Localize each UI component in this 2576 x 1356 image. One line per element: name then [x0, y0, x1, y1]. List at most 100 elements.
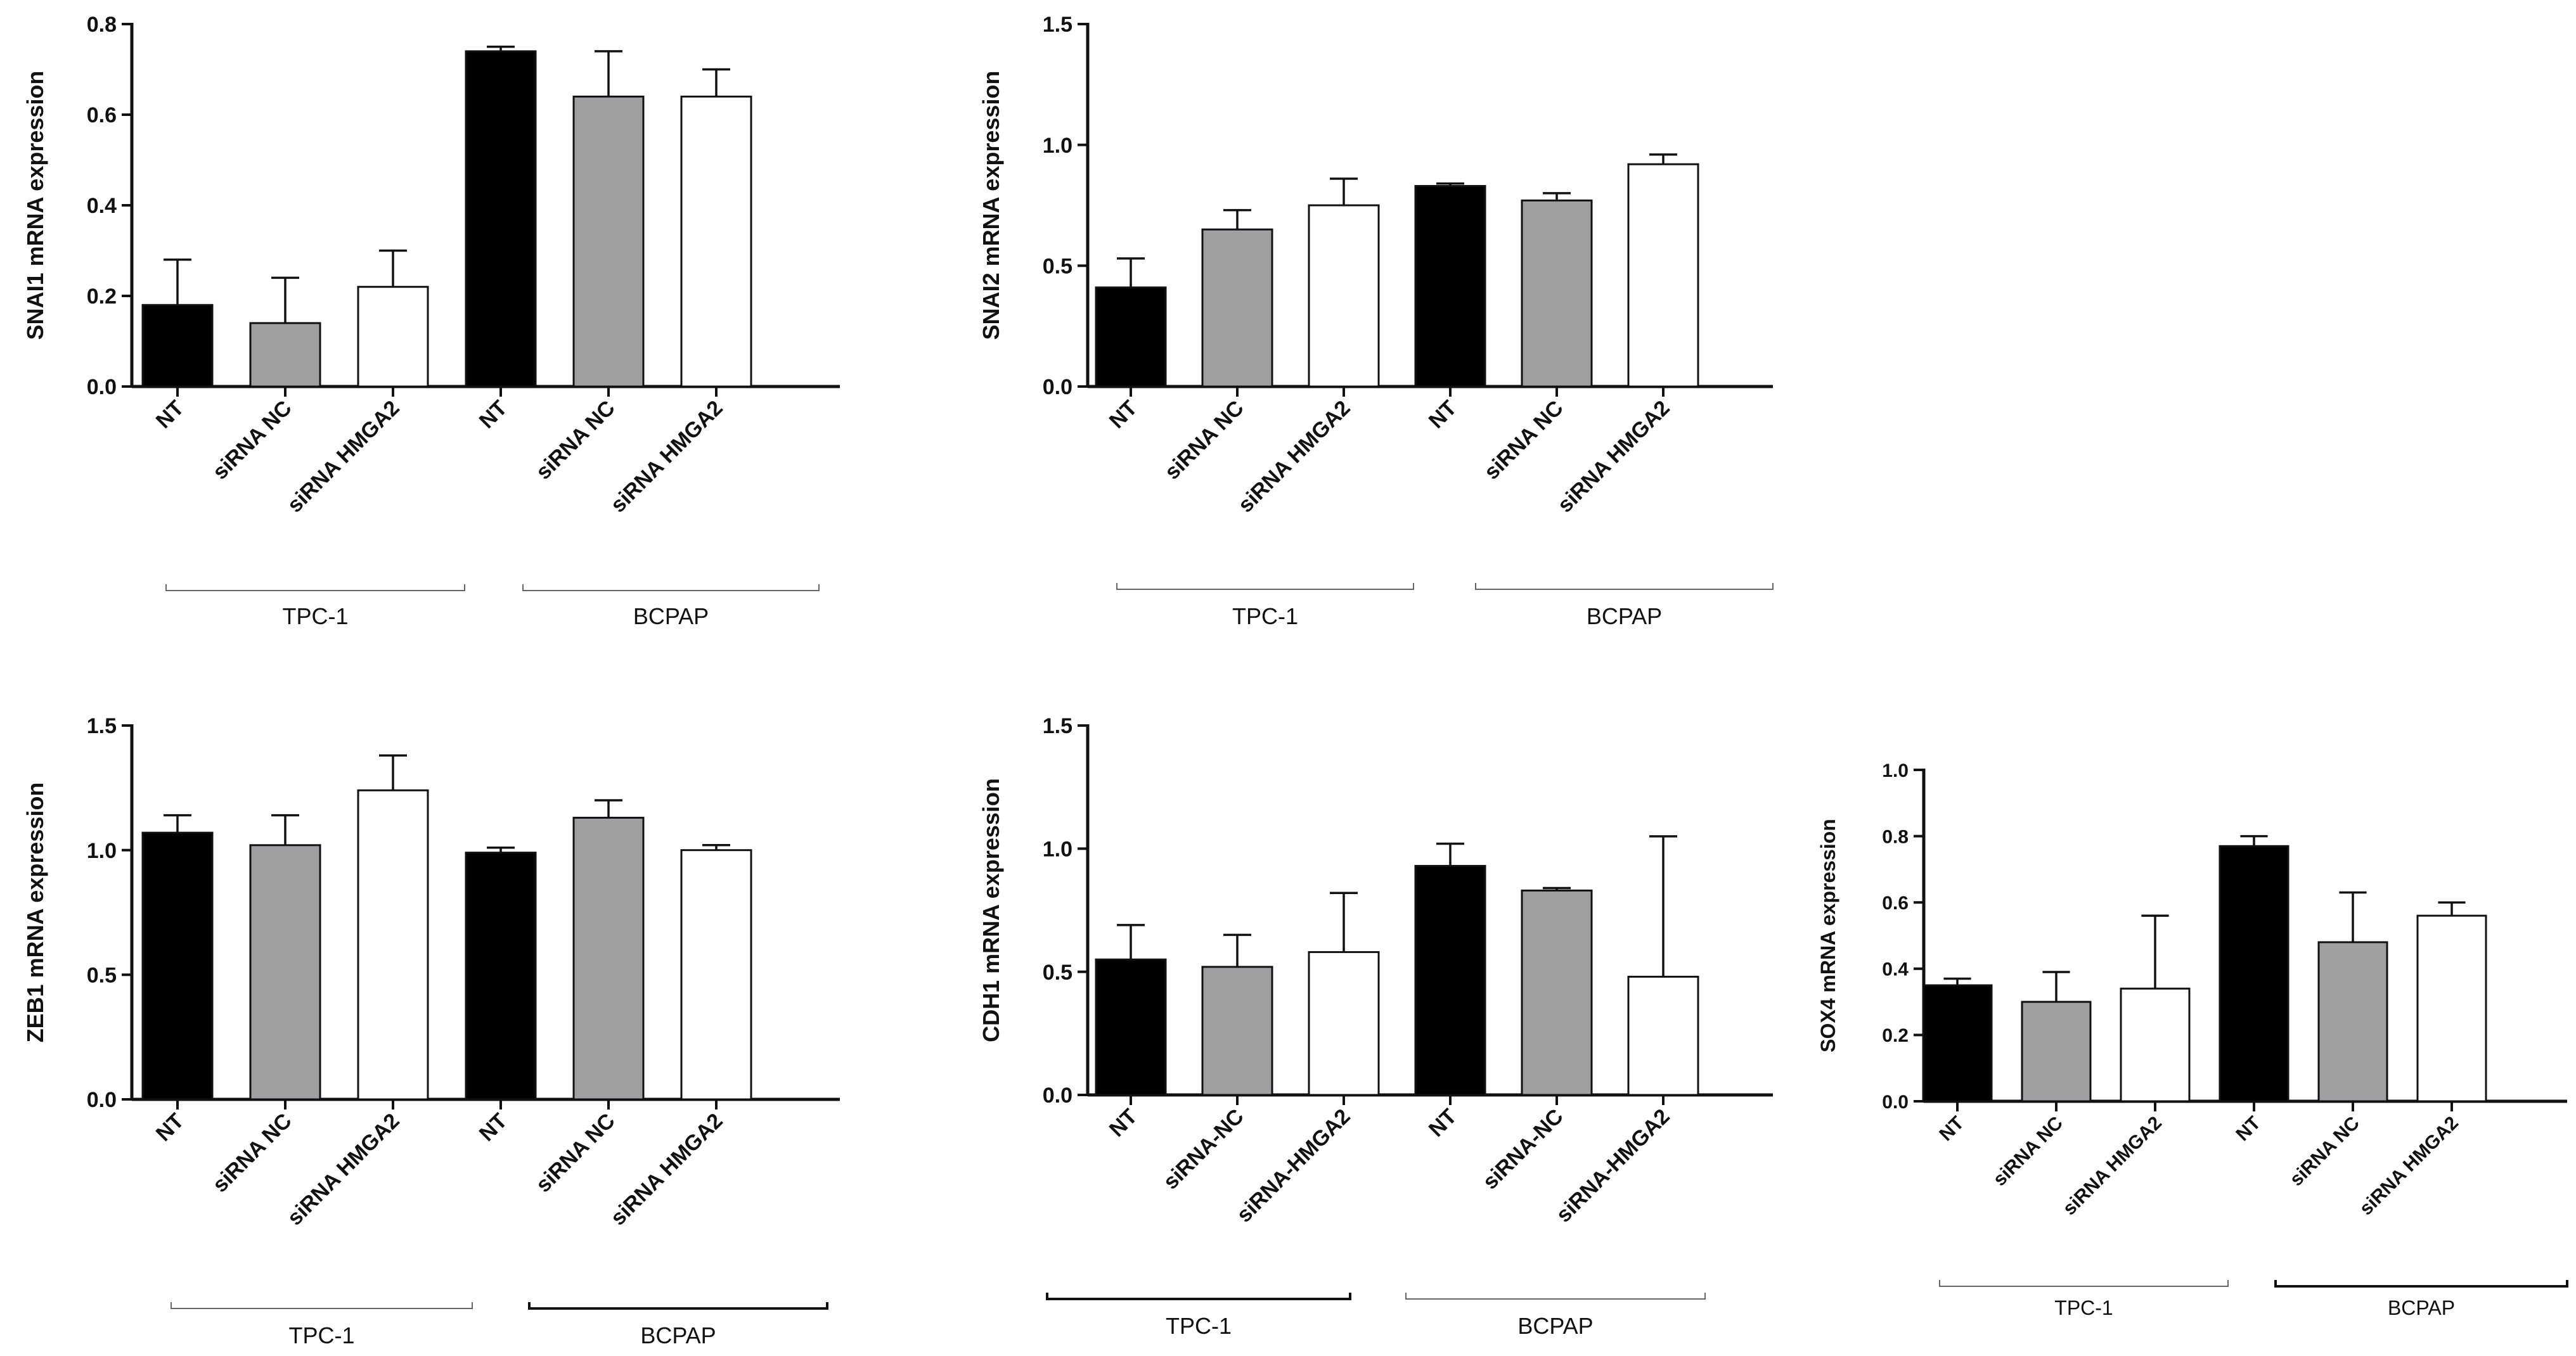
x-tick-label: NT — [1935, 1113, 1968, 1146]
bar-sirna-hmga2 — [680, 95, 752, 388]
chart-panel-zeb1: ZEB1 mRNA expression 0.0 0.5 1.0 1.5 NT siRNA … — [22, 714, 840, 1348]
x-tick-label: siRNA-HMGA2 — [1552, 1104, 1675, 1227]
x-tick-label: NT — [151, 396, 189, 433]
x-tick-label: siRNA NC — [208, 396, 297, 485]
group-bracket — [522, 584, 820, 591]
group-label: BCPAP — [633, 603, 709, 629]
x-tick-label: NT — [475, 396, 512, 433]
x-tick-label: siRNA-HMGA2 — [1232, 1104, 1355, 1227]
bar-nt — [1095, 286, 1167, 388]
group-bracket — [1405, 1293, 1706, 1300]
bar-nt — [1414, 184, 1486, 388]
x-tick-label: siRNA HMGA2 — [283, 396, 404, 518]
bar-sirna-nc — [1201, 966, 1273, 1096]
y-tick-label: 0.8 — [87, 13, 117, 37]
group-label: TPC-1 — [288, 1322, 354, 1348]
y-tick-label: 0.0 — [1043, 375, 1072, 399]
x-tick-label: siRNA HMGA2 — [283, 1109, 404, 1231]
bar-sirna-nc — [2021, 1001, 2092, 1103]
y-tick-label: 0.2 — [87, 285, 117, 309]
bar-nt — [465, 852, 537, 1101]
bar-nt — [1922, 984, 1993, 1103]
bar-sirna-hmga2 — [357, 286, 429, 388]
x-tick-label: NT — [475, 1109, 512, 1146]
group-bracket — [528, 1302, 828, 1310]
group-bracket — [171, 1302, 473, 1309]
bar-sirna-nc — [572, 817, 645, 1101]
bar-sirna-nc — [572, 95, 645, 388]
bar-sirna-hmga2 — [1627, 975, 1699, 1096]
y-tick-label: 0.0 — [1043, 1084, 1072, 1108]
bar-sirna-nc — [2317, 941, 2388, 1103]
chart-panel-cdh1: CDH1 mRNA expression 0.0 0.5 1.0 1.5 NT siRNA-… — [978, 714, 1773, 1339]
y-tick-label: 0.5 — [1043, 255, 1072, 279]
group-bracket — [1116, 583, 1414, 590]
x-tick-label: NT — [151, 1109, 189, 1146]
bar-nt — [141, 304, 214, 388]
group-bracket — [165, 584, 465, 591]
y-tick-label: 0.8 — [1882, 826, 1909, 847]
bar-sirna-hmga2 — [357, 789, 429, 1101]
x-tick-label: siRNA HMGA2 — [1553, 396, 1675, 518]
bar-sirna-hmga2 — [1308, 951, 1380, 1096]
group-label: TPC-1 — [1232, 603, 1298, 629]
y-axis-label: SOX4 mRNA expression — [1817, 819, 1839, 1052]
bar-nt — [141, 831, 214, 1101]
y-tick-label: 0.6 — [1882, 893, 1909, 914]
group-label: BCPAP — [1587, 603, 1662, 629]
x-tick-label: NT — [1105, 396, 1142, 433]
y-tick-label: 1.0 — [87, 839, 117, 863]
x-tick-label: NT — [1105, 1104, 1142, 1142]
y-tick-label: 1.5 — [87, 714, 117, 738]
group-bracket — [1475, 583, 1774, 590]
bar-nt — [1414, 865, 1486, 1096]
bar-sirna-hmga2 — [2416, 914, 2487, 1103]
y-tick-label: 0.5 — [87, 964, 117, 988]
y-tick-label: 0.4 — [87, 194, 117, 218]
bar-nt — [465, 50, 537, 388]
group-bracket — [1939, 1280, 2229, 1287]
bar-sirna-nc — [1521, 889, 1593, 1096]
y-tick-label: 0.4 — [1882, 959, 1909, 980]
bar-sirna-hmga2 — [680, 849, 752, 1101]
x-tick-label: siRNA NC — [1160, 396, 1249, 485]
x-tick-label: siRNA HMGA2 — [2059, 1113, 2166, 1220]
y-tick-label: 0.5 — [1043, 961, 1072, 985]
group-label: TPC-1 — [2054, 1296, 2113, 1319]
y-axis-label: ZEB1 mRNA expression — [22, 783, 48, 1043]
y-tick-label: 1.0 — [1043, 134, 1072, 158]
x-tick-label: siRNA NC — [208, 1109, 297, 1198]
group-label: BCPAP — [2388, 1296, 2455, 1319]
y-tick-label: 0.2 — [1882, 1025, 1909, 1046]
chart-panel-snai2: SNAI2 mRNA expression 0.0 0.5 1.0 1.5 NT siRNA… — [978, 13, 1774, 629]
bar-sirna-nc — [1201, 228, 1273, 388]
x-tick-label: NT — [1424, 1104, 1462, 1142]
y-tick-label: 0.0 — [87, 375, 117, 399]
x-tick-label: siRNA-NC — [1478, 1104, 1568, 1194]
chart-panel-snai1: SNAI1 mRNA expression 0.0 0.2 0.4 0.6 0.8 NT si… — [22, 13, 840, 629]
bar-nt — [2219, 845, 2289, 1103]
x-tick-label: siRNA HMGA2 — [606, 396, 728, 518]
group-bracket — [2274, 1280, 2568, 1288]
x-tick-label: siRNA NC — [1989, 1113, 2067, 1191]
x-tick-label: NT — [1424, 396, 1462, 433]
x-tick-label: siRNA HMGA2 — [2355, 1113, 2463, 1220]
bar-sirna-nc — [249, 844, 321, 1101]
bar-sirna-hmga2 — [2120, 987, 2191, 1103]
group-bracket — [1046, 1293, 1351, 1300]
y-tick-label: 0.6 — [87, 103, 117, 127]
x-tick-label: NT — [2232, 1113, 2265, 1146]
bar-sirna-hmga2 — [1308, 204, 1380, 388]
x-tick-label: siRNA NC — [531, 1109, 620, 1198]
bar-sirna-nc — [249, 322, 321, 388]
y-axis-label: CDH1 mRNA expression — [978, 778, 1004, 1042]
chart-panel-sox4: SOX4 mRNA expression 0.0 0.2 0.4 0.6 0.8 1.0 NT… — [1817, 760, 2568, 1319]
y-axis-label: SNAI1 mRNA expression — [22, 71, 48, 340]
x-tick-label: siRNA NC — [2286, 1113, 2364, 1191]
y-axis-label: SNAI2 mRNA expression — [978, 71, 1004, 340]
group-label: BCPAP — [640, 1322, 716, 1348]
y-tick-label: 0.0 — [87, 1088, 117, 1112]
x-tick-label: siRNA HMGA2 — [606, 1109, 728, 1231]
y-tick-label: 1.0 — [1882, 760, 1909, 781]
y-tick-label: 1.5 — [1043, 714, 1072, 738]
